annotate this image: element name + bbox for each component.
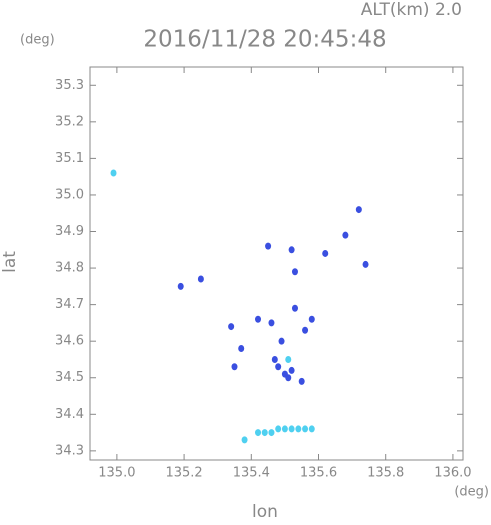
- echo-point: [177, 282, 184, 290]
- y-tick-label: 34.7: [55, 297, 84, 312]
- x-tick-label: 135.8: [367, 466, 404, 481]
- echo-point: [197, 275, 204, 283]
- echo-point: [298, 377, 305, 385]
- echo-point: [285, 374, 292, 382]
- echo-point: [342, 231, 349, 239]
- echo-point: [255, 429, 262, 437]
- x-tick-label: 135.0: [98, 466, 135, 481]
- x-tick-label: 135.6: [300, 466, 337, 481]
- echo-point: [278, 337, 285, 345]
- x-tick-label: 135.4: [233, 466, 270, 481]
- echo-point: [288, 366, 295, 374]
- x-unit: (deg): [454, 485, 489, 500]
- echo-point: [265, 242, 272, 250]
- echo-point: [302, 326, 309, 334]
- echo-point: [302, 425, 309, 433]
- echo-point: [275, 425, 282, 433]
- echo-point: [238, 344, 245, 352]
- y-tick-label: 34.3: [55, 443, 84, 458]
- echo-point: [322, 249, 329, 257]
- y-tick-label: 35.2: [55, 114, 84, 129]
- echo-point: [295, 425, 302, 433]
- echo-point: [275, 363, 282, 371]
- echo-point: [255, 315, 262, 323]
- y-tick-label: 34.5: [55, 370, 84, 385]
- echo-point: [288, 425, 295, 433]
- echo-point: [228, 323, 235, 331]
- echo-point: [285, 355, 292, 363]
- echo-point: [271, 355, 278, 363]
- echo-point: [231, 363, 238, 371]
- y-tick-label: 34.8: [55, 261, 84, 276]
- x-axis-label: lon: [252, 502, 278, 521]
- echo-point: [110, 169, 117, 177]
- y-tick-label: 34.4: [55, 407, 84, 422]
- echo-point: [355, 206, 362, 214]
- echo-point: [288, 246, 295, 254]
- echo-point: [291, 268, 298, 276]
- y-tick-label: 34.9: [55, 224, 84, 239]
- y-tick-label: 35.1: [55, 151, 84, 166]
- y-tick-label: 34.6: [55, 334, 84, 349]
- y-tick-label: 35.0: [55, 187, 84, 202]
- y-tick-label: 35.3: [55, 78, 84, 93]
- echo-point: [268, 429, 275, 437]
- y-unit: (deg): [20, 33, 55, 48]
- echo-point: [241, 436, 248, 444]
- y-axis-label: lat: [0, 251, 20, 273]
- echo-point: [308, 425, 315, 433]
- x-tick-label: 135.2: [165, 466, 202, 481]
- echo-point: [362, 260, 369, 268]
- plot-frame: [89, 66, 464, 461]
- chart-title: 2016/11/28 20:45:48: [143, 27, 386, 53]
- echo-point: [291, 304, 298, 312]
- echo-point: [268, 319, 275, 327]
- echo-point: [308, 315, 315, 323]
- subtitle: ALT(km) 2.0: [361, 0, 462, 20]
- echo-point: [281, 425, 288, 433]
- echo-point: [261, 429, 268, 437]
- x-tick-label: 136.0: [434, 466, 471, 481]
